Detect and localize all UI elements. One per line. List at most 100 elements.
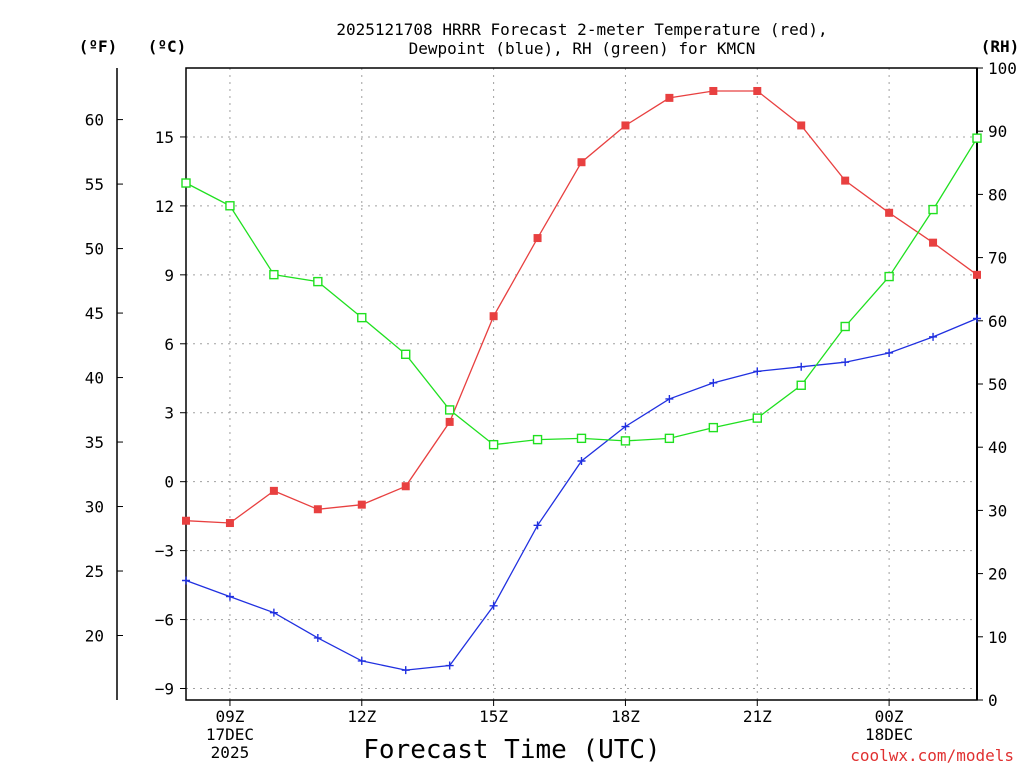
rh-tick-label: 30 [988, 501, 1007, 520]
dewpoint-point [533, 521, 542, 530]
dewpoint-point [709, 378, 718, 387]
celsius-tick-label: 0 [164, 473, 174, 492]
fahrenheit-tick-label: 40 [85, 369, 104, 388]
x-tick-label: 17DEC [206, 725, 254, 744]
dewpoint-point [577, 456, 586, 465]
rh-line [185, 137, 978, 446]
dewpoint-point [401, 666, 410, 675]
rh-tick-label: 100 [988, 59, 1017, 78]
rh-point [401, 349, 411, 359]
rh-tick-label: 10 [988, 628, 1007, 647]
dewpoint-point [797, 362, 806, 371]
celsius-tick-label: 12 [155, 197, 174, 216]
dewpoint-point [753, 367, 762, 376]
rh-unit-label: (RH) [981, 37, 1020, 56]
chart-title-line-2: Dewpoint (blue), RH (green) for KMCN [409, 39, 756, 58]
temperature-point [621, 121, 630, 130]
dewpoint-point [665, 394, 674, 403]
temperature-point [709, 86, 718, 95]
temperature-point [269, 486, 278, 495]
rh-point [357, 312, 367, 323]
celsius-tick-label: −3 [155, 542, 174, 561]
temperature-point [445, 417, 454, 426]
rh-point [532, 434, 543, 445]
dewpoint-point [357, 656, 366, 665]
rh-point [444, 405, 455, 415]
rh-point [708, 422, 719, 433]
temperature-point [401, 482, 410, 491]
x-tick-label: 00Z [875, 707, 904, 726]
credit-text: coolwx.com/models [850, 746, 1014, 765]
x-tick-label: 2025 [211, 743, 250, 762]
rh-point [884, 271, 894, 282]
x-tick-label: 15Z [479, 707, 508, 726]
rh-point [269, 269, 279, 280]
grid-lines [186, 68, 977, 700]
rh-tick-label: 90 [988, 122, 1007, 141]
temperature-point [313, 505, 322, 514]
fahrenheit-tick-label: 35 [85, 433, 104, 452]
rh-point [488, 439, 499, 450]
temperature-point [665, 93, 674, 102]
dewpoint-line [185, 317, 978, 671]
celsius-tick-label: 15 [155, 128, 174, 147]
dewpoint-point [489, 601, 498, 610]
fahrenheit-tick-label: 45 [85, 304, 104, 323]
temperature-point [577, 158, 586, 167]
x-tick-label: 18Z [611, 707, 640, 726]
x-axis-title: Forecast Time (UTC) [363, 735, 660, 765]
rh-point [313, 276, 323, 287]
x-tick-label: 21Z [743, 707, 772, 726]
fahrenheit-tick-label: 20 [85, 627, 104, 646]
fahrenheit-tick-label: 55 [85, 175, 104, 194]
celsius-unit-label: (ºC) [148, 37, 187, 56]
celsius-tick-label: 9 [164, 266, 174, 285]
temperature-point [357, 500, 366, 509]
dewpoint-point [182, 576, 190, 585]
rh-point [752, 413, 762, 423]
rh-point [576, 433, 587, 444]
fahrenheit-tick-label: 50 [85, 240, 104, 259]
rh-point [181, 178, 191, 188]
fahrenheit-tick-label: 30 [85, 498, 104, 517]
rh-tick-label: 20 [988, 565, 1007, 584]
temperature-point [885, 208, 894, 217]
temperature-point [533, 234, 542, 243]
rh-tick-label: 40 [988, 438, 1007, 457]
dewpoint-point [841, 358, 850, 367]
data-series [181, 86, 982, 675]
dewpoint-point [885, 348, 894, 357]
rh-tick-label: 80 [988, 185, 1007, 204]
celsius-tick-label: −9 [155, 680, 174, 699]
temperature-point [929, 238, 938, 247]
rh-point [972, 133, 982, 143]
temperature-point [225, 519, 234, 528]
x-tick-label: 18DEC [865, 725, 913, 744]
rh-point [620, 436, 631, 446]
rh-point [225, 201, 235, 211]
temperature-point [182, 516, 190, 525]
x-tick-label: 09Z [215, 707, 244, 726]
temperature-point [489, 312, 498, 321]
dewpoint-point [313, 633, 322, 642]
celsius-tick-label: 6 [164, 335, 174, 354]
dewpoint-point [225, 592, 234, 601]
temperature-point [973, 270, 981, 279]
rh-point [840, 321, 850, 332]
dewpoint-point [929, 332, 938, 341]
x-tick-label: 12Z [347, 707, 376, 726]
fahrenheit-tick-label: 60 [85, 111, 104, 130]
rh-point [796, 380, 806, 390]
fahrenheit-unit-label: (ºF) [79, 37, 118, 56]
temperature-point [841, 176, 850, 185]
rh-tick-label: 0 [988, 691, 998, 710]
celsius-tick-label: 3 [164, 404, 174, 423]
rh-tick-label: 50 [988, 375, 1007, 394]
dewpoint-point [621, 422, 630, 431]
dewpoint-point [445, 661, 454, 670]
rh-point [664, 433, 675, 444]
celsius-tick-label: −6 [155, 611, 174, 630]
fahrenheit-tick-label: 25 [85, 562, 104, 581]
